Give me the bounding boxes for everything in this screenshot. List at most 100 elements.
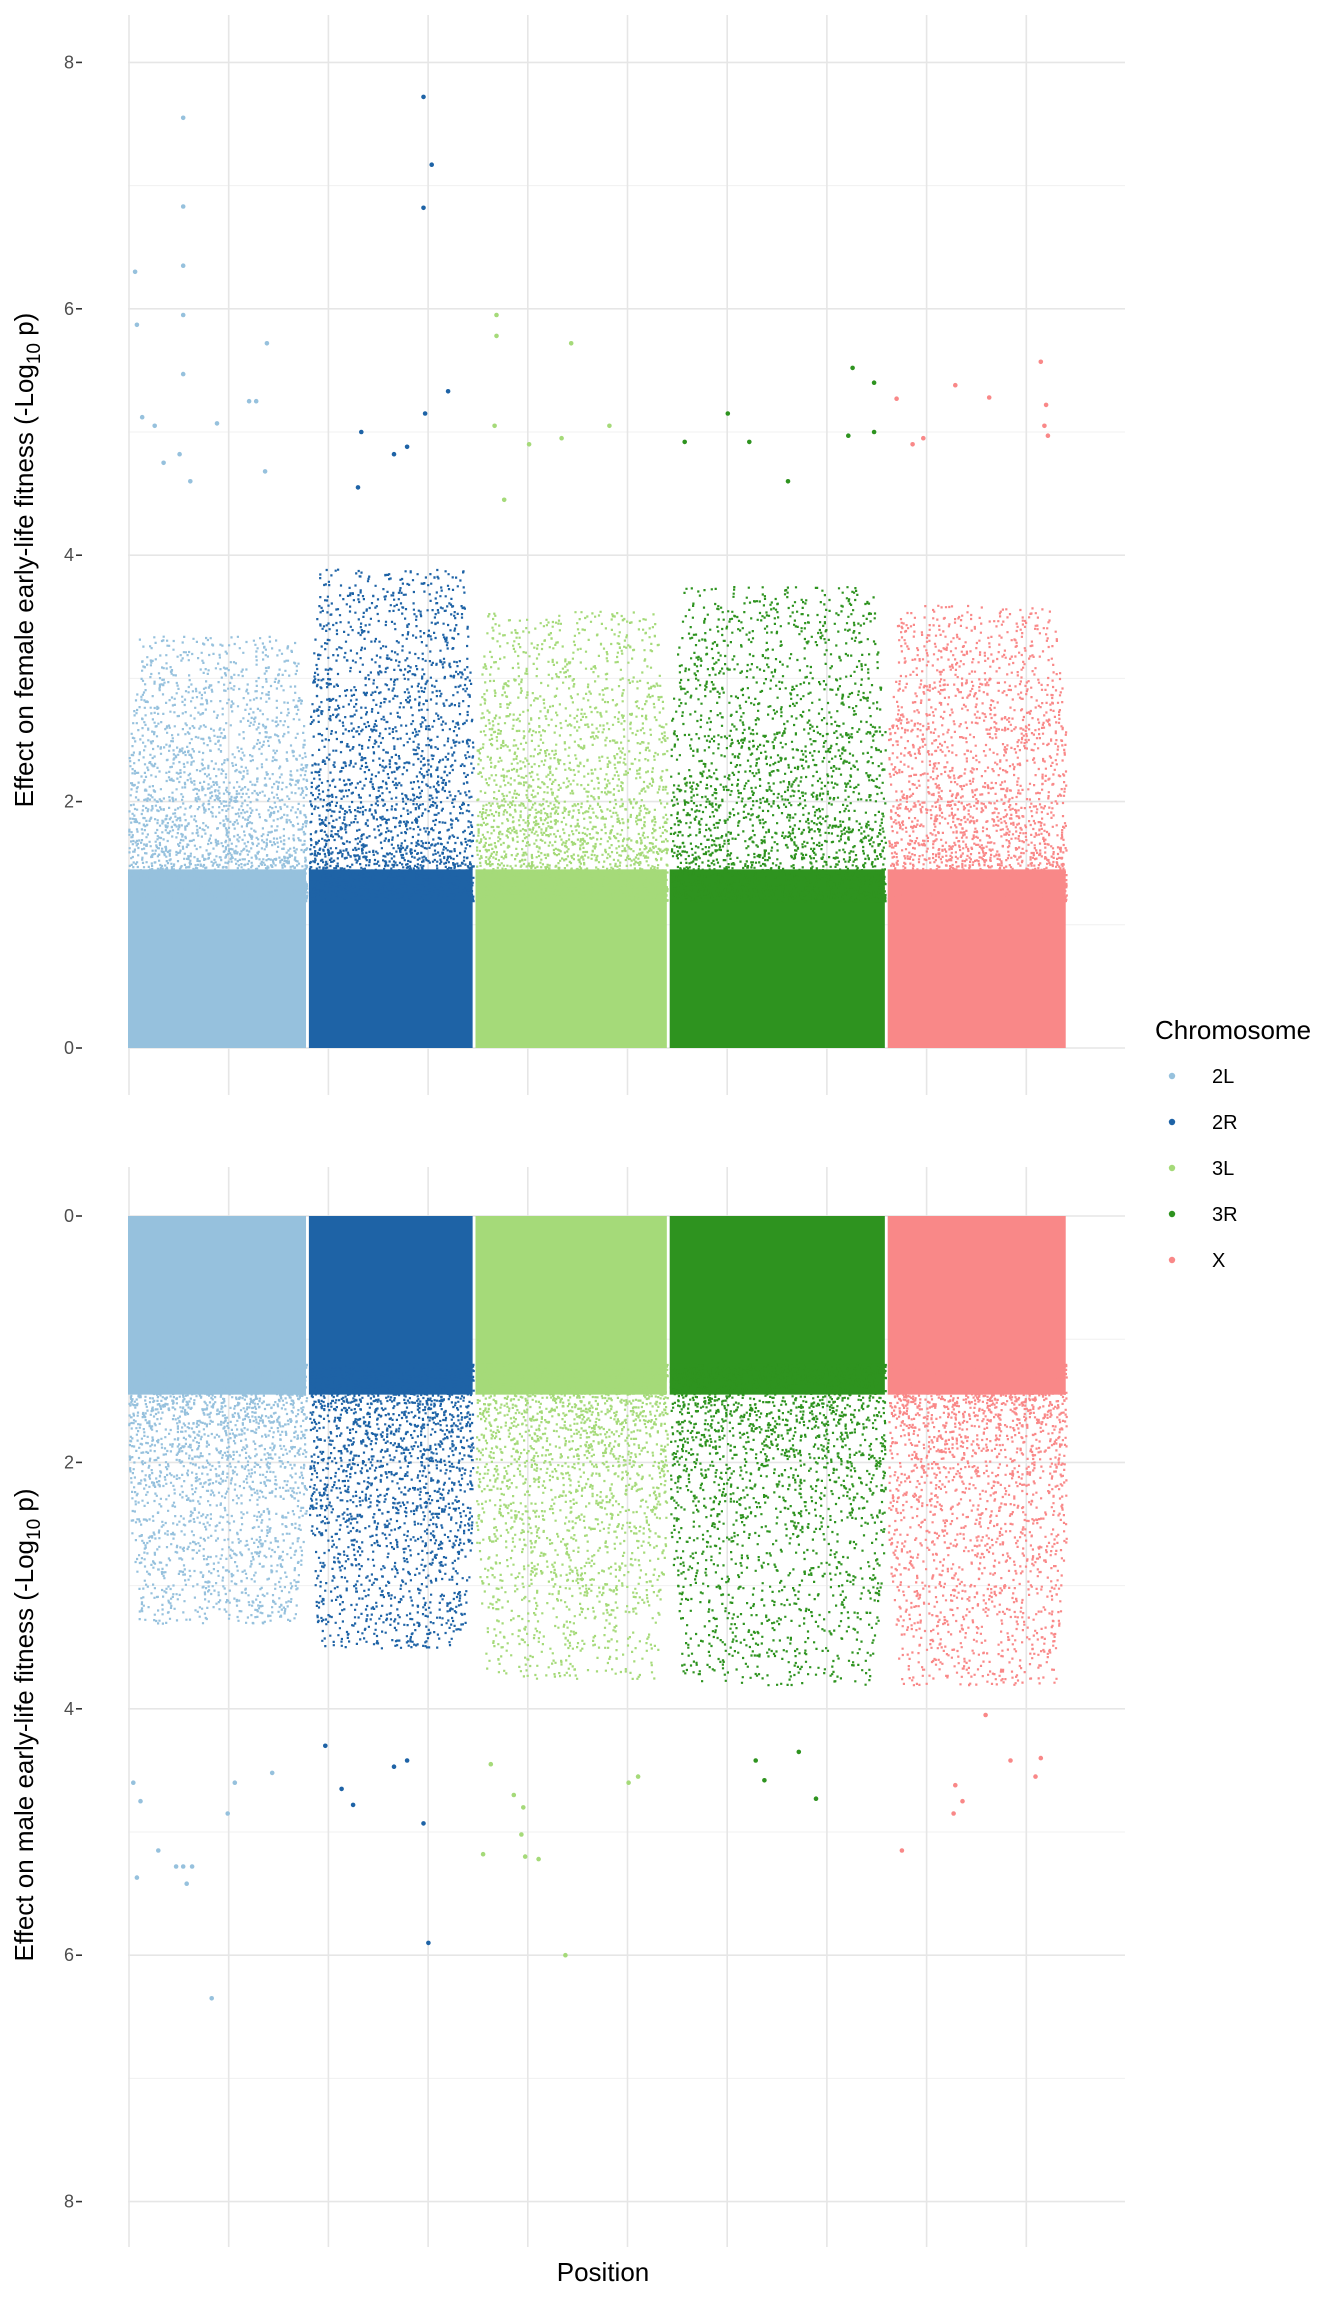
scatter-point-cloud: [128, 1363, 309, 1625]
male-points: [128, 1216, 1068, 1687]
legend-label-2l: 2L: [1212, 1066, 1234, 1088]
outlier-point-3l: [494, 333, 499, 339]
outlier-point-3r: [682, 439, 687, 445]
outlier-point-2l: [138, 1798, 143, 1804]
female-y-axis-ticks: 0 2 4 6 8: [64, 52, 82, 1058]
outlier-point-2l: [177, 451, 182, 457]
scatter-point-cloud: [128, 635, 309, 903]
outlier-point-x: [953, 382, 958, 388]
outlier-point-3r: [747, 439, 752, 445]
outlier-point-2l: [134, 1875, 140, 1880]
outlier-point-2r: [391, 451, 397, 457]
outlier-point-2r: [359, 429, 364, 435]
outlier-point-2r: [429, 162, 435, 167]
chromosome-legend: Chromosome 2L 2R 3L 3R X: [1155, 1015, 1311, 1272]
y-tick-label: 8: [64, 52, 74, 72]
legend-key-x: [1168, 1256, 1176, 1264]
outlier-point-3l: [521, 1805, 526, 1810]
chromosome-3l-points: [475, 610, 669, 1048]
scatter-point-cloud: [887, 604, 1068, 903]
y-tick-label: 0: [64, 1206, 74, 1226]
outlier-point-x: [1008, 1758, 1013, 1763]
outlier-point-x: [910, 442, 915, 447]
outlier-point-2l: [180, 312, 186, 318]
outlier-point-2l: [189, 1864, 195, 1869]
outlier-point-3l: [563, 1952, 568, 1958]
outlier-point-2r: [421, 94, 426, 100]
legend-label-3r: 3R: [1212, 1204, 1238, 1226]
outlier-point-2r: [339, 1786, 344, 1792]
y-tick-label: 8: [64, 2192, 74, 2212]
y-tick-label: 2: [64, 792, 74, 812]
outlier-point-3l: [626, 1780, 631, 1785]
outlier-point-2l: [139, 414, 145, 420]
outlier-point-2r: [323, 1743, 328, 1749]
male-fitness-panel: 0 2 4 6 8 Effect on male early-life fitness …: [9, 1167, 1125, 2247]
scatter-point-cloud: [669, 1363, 887, 1687]
outlier-point-x: [894, 396, 899, 402]
y-tick-label: 4: [64, 1699, 74, 1719]
outlier-point-3l: [522, 1854, 528, 1859]
outlier-point-3l: [568, 341, 574, 346]
female-points: [128, 568, 1068, 1048]
scatter-point-cloud: [669, 586, 887, 903]
outlier-point-3l: [501, 497, 507, 503]
outlier-point-2l: [232, 1780, 238, 1785]
outlier-point-2r: [404, 444, 410, 450]
outlier-point-2l: [246, 398, 252, 404]
outlier-point-3l: [526, 442, 532, 447]
male-y-axis-ticks: 0 2 4 6 8: [64, 1206, 82, 2212]
scatter-point-cloud: [309, 1363, 475, 1650]
outlier-point-2l: [184, 1881, 189, 1886]
chromosome-3l-points: [475, 1216, 669, 1680]
outlier-point-3r: [850, 365, 855, 371]
outlier-point-3l: [559, 435, 564, 441]
y-tick-label: 6: [64, 299, 74, 319]
chromosome-2r-points: [308, 1216, 475, 1650]
outlier-point-3r: [871, 380, 877, 386]
outlier-point-x: [960, 1798, 965, 1804]
outlier-point-2r: [445, 389, 451, 394]
outlier-point-3r: [796, 1749, 802, 1755]
y-tick-label: 2: [64, 1452, 74, 1472]
outlier-point-3r: [725, 411, 731, 416]
outlier-point-2l: [188, 479, 193, 484]
legend-key-2l: [1168, 1072, 1176, 1080]
legend-key-3l: [1168, 1164, 1176, 1172]
outlier-point-3l: [480, 1851, 486, 1857]
outlier-point-2r: [422, 411, 428, 416]
outlier-point-2l: [180, 371, 186, 377]
female-y-axis-title: Effect on female early-life fitness (-Lo…: [9, 313, 45, 808]
outlier-point-2l: [209, 1996, 214, 2001]
outlier-point-2l: [262, 469, 268, 474]
outlier-point-3l: [492, 423, 497, 429]
outlier-point-3r: [871, 429, 877, 435]
outlier-point-x: [1043, 402, 1049, 408]
outlier-point-x: [1038, 1755, 1044, 1761]
outlier-point-2l: [253, 398, 259, 404]
outlier-point-2l: [214, 421, 220, 426]
outlier-point-3l: [488, 1761, 494, 1767]
outlier-point-2r: [391, 1764, 397, 1769]
legend-label-2r: 2R: [1212, 1112, 1238, 1134]
outlier-point-2r: [421, 1821, 426, 1826]
outlier-point-2l: [152, 423, 157, 429]
outlier-point-3l: [536, 1856, 541, 1862]
legend-label-3l: 3L: [1212, 1158, 1234, 1180]
chromosome-3r-points: [669, 1216, 887, 1687]
chromosome-2l-points: [128, 1216, 309, 1625]
female-outlier-points: [132, 94, 1051, 503]
outlier-point-2l: [225, 1811, 230, 1816]
outlier-point-x: [953, 1782, 958, 1788]
outlier-point-3r: [813, 1796, 819, 1801]
outlier-point-3r: [753, 1758, 758, 1763]
outlier-point-2l: [180, 115, 186, 121]
outlier-point-3l: [635, 1774, 641, 1779]
outlier-point-3l: [511, 1792, 517, 1798]
chromosome-2l-points: [128, 635, 309, 1048]
chromosome-2r-points: [308, 568, 475, 1048]
outlier-point-3l: [607, 423, 612, 429]
outlier-point-3r: [846, 433, 851, 439]
outlier-point-2l: [173, 1864, 179, 1869]
male-y-axis-title: Effect on male early-life fitness (-Log1…: [9, 1489, 45, 1962]
